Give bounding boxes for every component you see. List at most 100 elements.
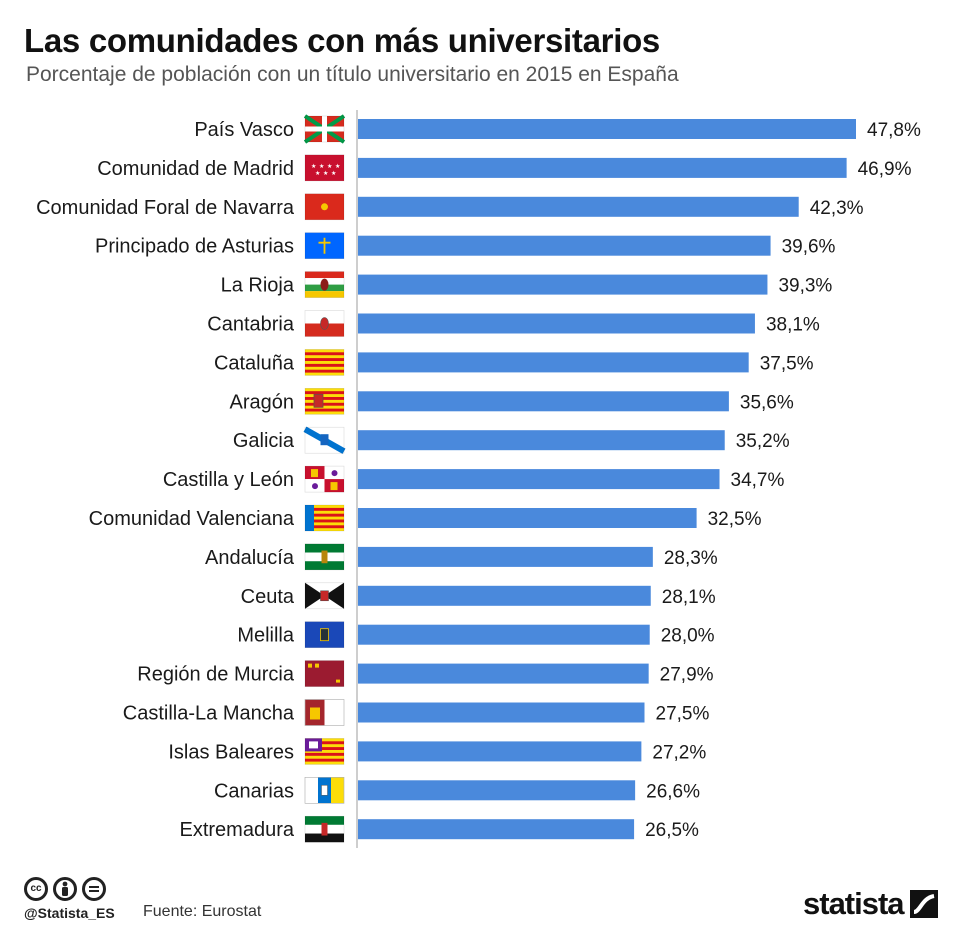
category-label: Cataluña	[214, 352, 295, 374]
asturias-flag-icon	[304, 232, 345, 259]
value-label: 27,2%	[652, 742, 706, 763]
navarra-flag-icon	[304, 193, 345, 221]
bar[interactable]	[358, 313, 755, 334]
value-label: 34,7%	[731, 470, 785, 491]
bar[interactable]	[358, 157, 847, 178]
bar-row[interactable]: Ceuta 28,1%	[241, 582, 716, 610]
value-label: 27,9%	[660, 665, 714, 686]
bar-row[interactable]: Comunidad Valenciana 32,5%	[89, 504, 762, 532]
bar[interactable]	[358, 741, 642, 762]
svg-text:★: ★	[319, 163, 324, 170]
bar-row[interactable]: Islas Baleares 27,2%	[168, 738, 706, 765]
svg-text:★: ★	[327, 163, 332, 170]
license-icons: cc	[24, 877, 106, 901]
bar-row[interactable]: Castilla-La Mancha 27,5%	[123, 699, 710, 726]
bar-row[interactable]: Aragón 35,6%	[230, 387, 794, 415]
bar-row[interactable]: La Rioja 39,3%	[221, 271, 833, 298]
bar[interactable]	[358, 430, 725, 451]
bar-row[interactable]: Principado de Asturias 39,6%	[95, 232, 836, 259]
bar-row[interactable]: Castilla y León 34,7%	[163, 465, 785, 493]
galicia-flag-icon	[303, 426, 346, 454]
bar[interactable]	[358, 702, 645, 723]
bar-row[interactable]: Comunidad Foral de Navarra 42,3%	[36, 193, 864, 221]
value-label: 46,9%	[858, 159, 912, 180]
category-label: Comunidad Foral de Navarra	[36, 197, 295, 219]
cc-icon: cc	[24, 877, 48, 901]
bar[interactable]	[358, 119, 856, 139]
bar[interactable]	[358, 780, 636, 801]
value-label: 42,3%	[810, 198, 864, 219]
value-label: 37,5%	[760, 353, 814, 374]
svg-text:★: ★	[331, 170, 336, 177]
value-label: 39,3%	[778, 276, 832, 297]
category-label: País Vasco	[194, 119, 294, 141]
bar[interactable]	[358, 391, 729, 412]
svg-text:★: ★	[323, 170, 328, 177]
bar[interactable]	[358, 235, 771, 256]
category-label: Ceuta	[241, 586, 295, 608]
bar-row[interactable]: Extremadura 26,5%	[180, 815, 700, 843]
value-label: 32,5%	[708, 509, 762, 530]
category-label: Canarias	[214, 780, 294, 802]
bar-row[interactable]: Galicia 35,2%	[233, 426, 790, 454]
category-label: Galicia	[233, 430, 295, 452]
bar-chart: País Vasco 47,8%Comunidad de Madrid ★ ★ ★ ★★ ★…	[36, 110, 921, 848]
source-note: Fuente: Eurostat	[143, 903, 262, 920]
value-label: 47,8%	[867, 120, 921, 141]
bar-row[interactable]: Andalucía 28,3%	[205, 543, 718, 571]
bar[interactable]	[358, 819, 635, 840]
chart-title: Las comunidades con más universitarios	[24, 22, 660, 59]
castilla-la-mancha-flag-icon	[304, 699, 345, 726]
bar[interactable]	[358, 663, 649, 684]
aragon-flag-icon	[304, 387, 345, 415]
category-label: Extremadura	[180, 819, 295, 841]
bar[interactable]	[358, 508, 697, 528]
value-label: 39,6%	[782, 237, 836, 258]
bar-row[interactable]: Comunidad de Madrid ★ ★ ★ ★★ ★ ★ 46,9%	[97, 154, 912, 182]
chart-subtitle: Porcentaje de población con un título un…	[26, 63, 679, 86]
baleares-flag-icon	[304, 738, 345, 765]
bar-row[interactable]: Región de Murcia 27,9%	[137, 660, 714, 687]
cataluna-flag-icon	[304, 349, 345, 376]
bar-row[interactable]: Cantabria 38,1%	[207, 310, 820, 337]
statista-logo[interactable]: statista	[803, 886, 938, 922]
category-label: Castilla-La Mancha	[123, 703, 295, 725]
andalucia-flag-icon	[304, 543, 345, 571]
bar[interactable]	[358, 546, 653, 567]
bar-row[interactable]: País Vasco 47,8%	[194, 114, 921, 144]
value-label: 26,6%	[646, 781, 700, 802]
social-handle[interactable]: @Statista_ES	[24, 905, 115, 921]
ceuta-flag-icon	[304, 582, 345, 610]
value-label: 35,2%	[736, 431, 790, 452]
melilla-flag-icon	[304, 621, 345, 649]
bar[interactable]	[358, 196, 799, 217]
bar[interactable]	[358, 274, 768, 295]
extremadura-flag-icon	[304, 815, 345, 843]
value-label: 35,6%	[740, 392, 794, 413]
bar-row[interactable]: Cataluña 37,5%	[214, 349, 814, 376]
category-label: Melilla	[237, 625, 295, 647]
bar[interactable]	[358, 469, 720, 490]
value-label: 28,1%	[662, 587, 716, 608]
bar[interactable]	[358, 352, 749, 373]
bar-row[interactable]: Melilla 28,0%	[237, 621, 715, 649]
category-label: La Rioja	[221, 275, 295, 297]
nd-icon	[82, 877, 106, 901]
la-rioja-flag-icon	[304, 271, 345, 298]
category-label: Castilla y León	[163, 469, 294, 491]
statista-mark-icon	[909, 890, 938, 918]
bar[interactable]	[358, 624, 650, 645]
svg-text:★: ★	[315, 170, 320, 177]
category-label: Comunidad de Madrid	[97, 158, 294, 180]
madrid-flag-icon: ★ ★ ★ ★★ ★ ★	[304, 154, 345, 182]
value-label: 28,3%	[664, 548, 718, 569]
valenciana-flag-icon	[304, 504, 345, 532]
bar[interactable]	[358, 585, 651, 606]
category-label: Aragón	[230, 391, 295, 413]
pais-vasco-flag-icon	[303, 114, 346, 144]
bar-row[interactable]: Canarias 26,6%	[214, 776, 700, 804]
value-label: 38,1%	[766, 315, 820, 336]
category-label: Islas Baleares	[168, 741, 294, 763]
category-label: Cantabria	[207, 314, 295, 336]
value-label: 28,0%	[661, 626, 715, 647]
